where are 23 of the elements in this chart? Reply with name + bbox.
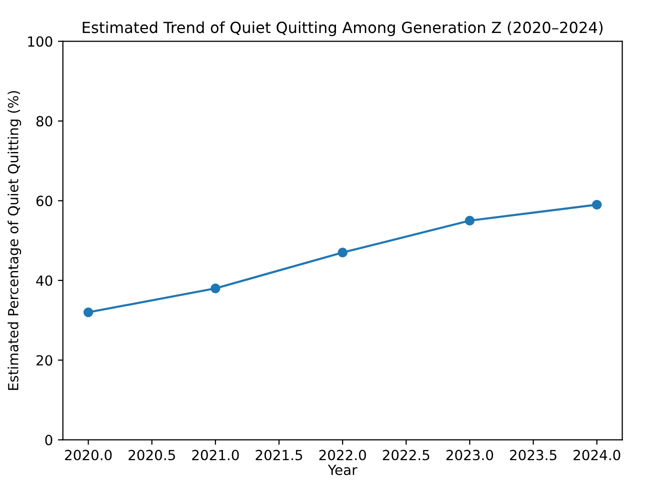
x-tick-label: 2023.5 [510, 450, 556, 460]
chart-title: Estimated Trend of Quiet Quitting Among Generation Z (2020–2024) [82, 21, 603, 36]
y-tick-label: 100 [28, 36, 52, 47]
x-tick-label: 2020.0 [65, 450, 112, 460]
point [592, 200, 602, 210]
y-tick-label: 60 [36, 196, 52, 206]
x-tick-label: 2022.0 [319, 450, 366, 460]
x-tick-label: 2021.0 [192, 450, 239, 460]
x-tick-label: 2020.5 [128, 450, 175, 460]
y-tick-label: 40 [36, 275, 52, 286]
point [83, 307, 94, 318]
x-tick-label: 2021.5 [256, 450, 302, 460]
y-axis-title: Estimated Percentage of Quiet Quitting (%) [8, 91, 22, 390]
y-tick-label: 0 [45, 434, 52, 446]
point [464, 216, 475, 226]
x-tick-label: 2023.0 [446, 450, 494, 460]
x-axis-title: Year [328, 464, 358, 476]
y-tick-label: 80 [36, 116, 52, 126]
point [210, 284, 220, 294]
x-tick-label: 2024.0 [574, 450, 620, 460]
point [338, 248, 348, 258]
x-tick-label: 2022.5 [382, 450, 430, 460]
y-tick-label: 20 [36, 355, 52, 366]
